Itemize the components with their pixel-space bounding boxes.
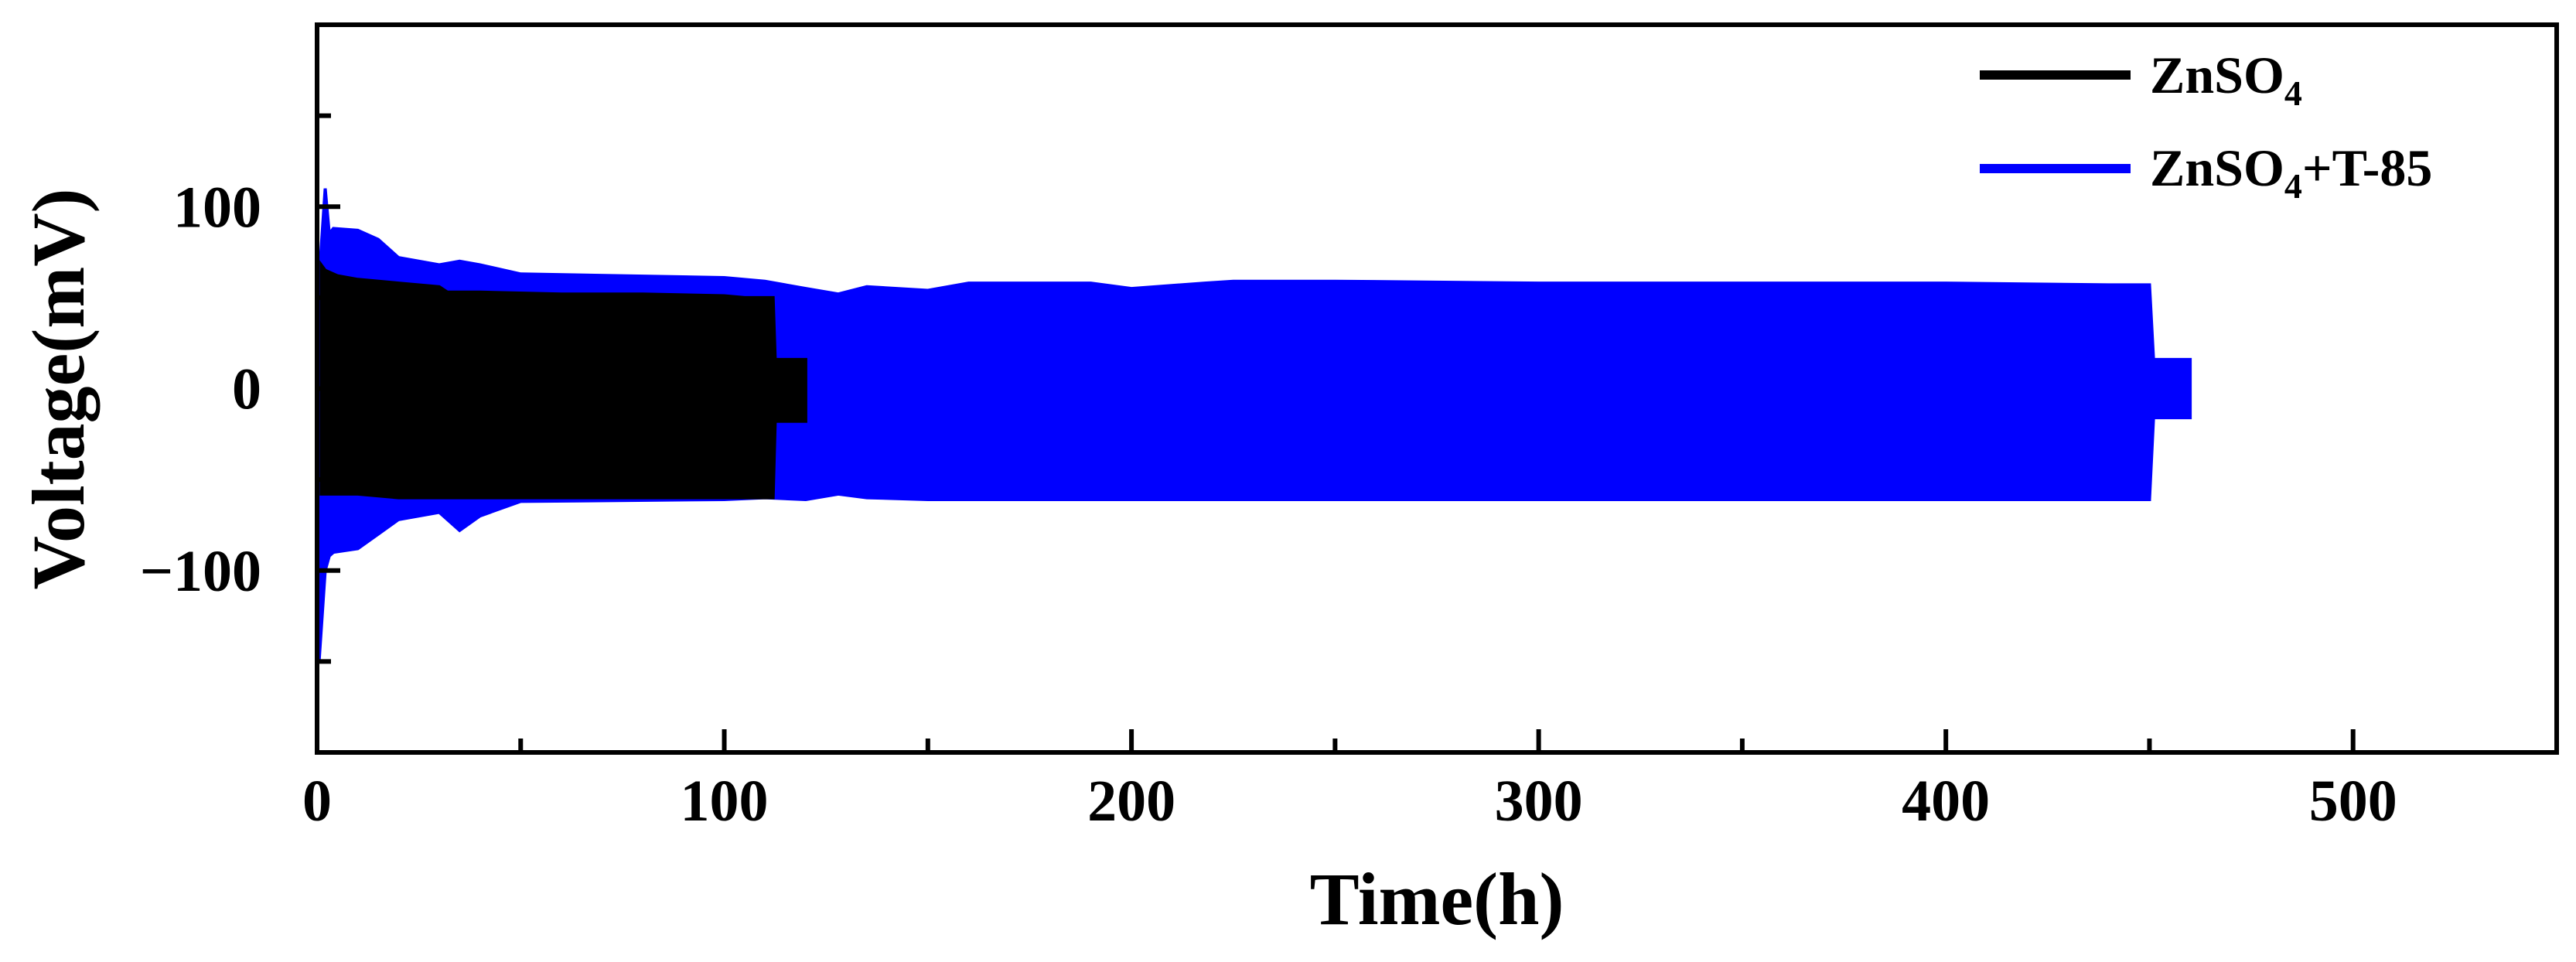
plot-frame	[315, 22, 2559, 755]
legend-label-znso4: ZnSO4	[2150, 46, 2302, 113]
y-tick-label: −100	[140, 539, 261, 604]
x-tick-label: 0	[302, 769, 332, 834]
ticks-layer: 0 100 200 300 400 500 −100 0 100	[140, 113, 2397, 834]
y-tick-label: 100	[173, 175, 261, 240]
y-tick-label: 0	[232, 357, 261, 422]
series-znso4	[319, 260, 807, 500]
legend: ZnSO4 ZnSO4+T-85	[1980, 46, 2432, 206]
x-axis-title: Time(h)	[1310, 858, 1564, 940]
x-tick-label: 300	[1495, 769, 1583, 834]
legend-label-znso4-t85: ZnSO4+T-85	[2150, 138, 2432, 206]
x-tick-label: 500	[2309, 769, 2397, 834]
x-tick-label: 100	[681, 769, 769, 834]
y-axis-title: Voltage(mV)	[17, 189, 100, 590]
x-tick-label: 200	[1087, 769, 1175, 834]
series-layer	[317, 188, 2192, 662]
x-tick-label: 400	[1902, 769, 1990, 834]
series-trace	[319, 264, 807, 498]
